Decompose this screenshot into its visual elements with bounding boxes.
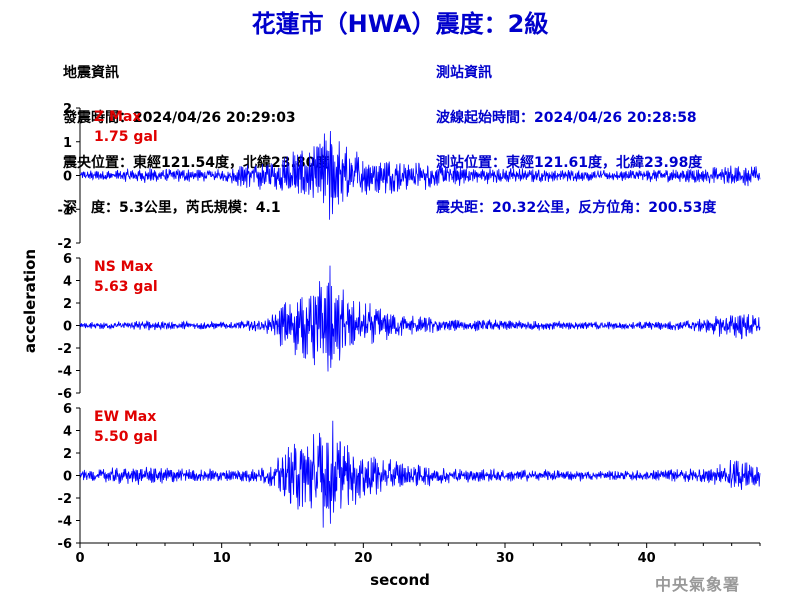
wave-start-time: 波線起始時間：2024/04/26 20:28:58 [436, 110, 697, 126]
ew-max-label: EW Max 5.50 gal [94, 407, 158, 447]
distance-azimuth: 震央距：20.32公里，反方位角：200.53度 [436, 200, 717, 216]
z-max-title: Z Max [94, 109, 142, 125]
y-tick-label-z: 0 [63, 170, 72, 185]
z-max-label: Z Max 1.75 gal [94, 107, 158, 147]
trace-ew [79, 420, 761, 528]
chart-title: 花蓮市（HWA）震度：2級 [251, 10, 549, 38]
x-tick-label: 10 [213, 551, 231, 566]
y-tick-label-ns: 0 [63, 320, 72, 335]
origin-time: 發震時間：2024/04/26 20:29:03 [63, 110, 296, 126]
quake-info-heading: 地震資訊 [63, 65, 119, 81]
y-tick-label-ns: 6 [63, 252, 72, 267]
y-tick-label-z: -1 [58, 203, 72, 218]
y-tick-label-ns: -6 [58, 387, 72, 402]
agency-watermark: 中央氣象署 [655, 575, 741, 594]
station-info-block: 測站資訊 波線起始時間：2024/04/26 20:28:58 測站位置：東經1… [436, 36, 716, 231]
y-tick-label-ew: 0 [63, 470, 72, 485]
x-tick-label: 0 [75, 551, 84, 566]
y-tick-label-ns: 4 [63, 275, 72, 290]
y-tick-label-ns: -2 [58, 342, 72, 357]
y-tick-label-z: -2 [58, 237, 72, 252]
x-tick-label: 30 [496, 551, 514, 566]
depth-magnitude: 深 度：5.3公里，芮氏規模：4.1 [63, 200, 281, 216]
y-tick-label-z: 1 [63, 136, 72, 151]
ew-max-value: 5.50 gal [94, 429, 158, 445]
ew-max-title: EW Max [94, 409, 157, 425]
y-tick-label-ew: 6 [63, 402, 72, 417]
x-tick-label: 40 [638, 551, 656, 566]
station-info-heading: 測站資訊 [436, 65, 492, 81]
y-axis-label: acceleration [21, 248, 39, 354]
station-location: 測站位置：東經121.61度，北緯23.98度 [436, 155, 703, 171]
y-tick-label-ew: 4 [63, 425, 72, 440]
ns-max-label: NS Max 5.63 gal [94, 257, 158, 297]
y-tick-label-ns: 2 [63, 297, 72, 312]
quake-info-block: 地震資訊 發震時間：2024/04/26 20:29:03 震央位置：東經121… [63, 36, 329, 231]
y-tick-label-z: 2 [63, 102, 72, 117]
ns-max-value: 5.63 gal [94, 279, 158, 295]
x-tick-label: 20 [354, 551, 372, 566]
y-tick-label-ew: -2 [58, 492, 72, 507]
y-tick-label-ew: -4 [58, 515, 72, 530]
ns-max-title: NS Max [94, 259, 154, 275]
trace-z [79, 130, 761, 220]
z-max-value: 1.75 gal [94, 129, 158, 145]
y-tick-label-ns: -4 [58, 365, 72, 380]
trace-ns [79, 265, 761, 372]
y-tick-label-ew: 2 [63, 447, 72, 462]
x-axis-label: second [370, 571, 430, 589]
y-tick-label-ew: -6 [58, 537, 72, 552]
